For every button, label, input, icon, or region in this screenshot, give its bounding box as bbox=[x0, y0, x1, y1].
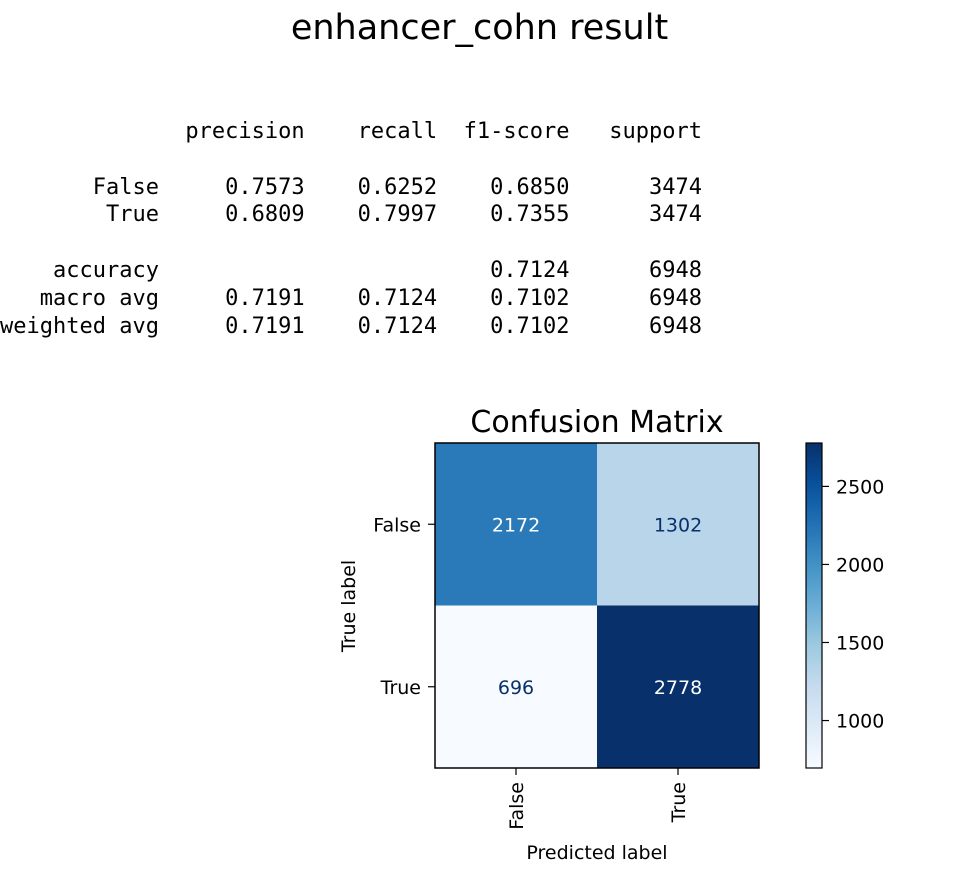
cell-value-label: 2172 bbox=[492, 514, 540, 536]
y-tick-label: True bbox=[380, 677, 421, 699]
report-row: macro avg 0.7191 0.7124 0.7102 6948 bbox=[39, 285, 702, 311]
matrix-cell bbox=[435, 605, 597, 768]
report-row: accuracy 0.7124 6948 bbox=[52, 257, 702, 283]
matrix-cell bbox=[597, 605, 759, 768]
report-row: True 0.6809 0.7997 0.7355 3474 bbox=[105, 202, 702, 228]
x-tick-label: True bbox=[668, 782, 690, 823]
y-tick-label: False bbox=[373, 514, 421, 536]
x-axis-label: Predicted label bbox=[526, 842, 667, 864]
colorbar bbox=[805, 442, 823, 769]
matrix-cell bbox=[597, 443, 759, 606]
matrix-cell bbox=[435, 443, 597, 606]
page-title: enhancer_cohn result bbox=[290, 8, 669, 48]
x-tick-label: False bbox=[506, 782, 528, 830]
classification-report: precision recall f1-score support False … bbox=[0, 118, 702, 340]
cell-value-label: 1302 bbox=[654, 514, 702, 536]
colorbar-tick-label: 1500 bbox=[836, 632, 884, 654]
cell-value-label: 696 bbox=[498, 677, 534, 699]
chart-title: Confusion Matrix bbox=[470, 405, 723, 440]
colorbar-tick-label: 1000 bbox=[836, 711, 884, 733]
report-row: False 0.7573 0.6252 0.6850 3474 bbox=[92, 174, 702, 200]
y-axis-label: True label bbox=[338, 560, 360, 653]
report-row: weighted avg 0.7191 0.7124 0.7102 6948 bbox=[0, 313, 702, 339]
colorbar-tick-label: 2500 bbox=[836, 476, 884, 498]
colorbar-tick-label: 2000 bbox=[836, 554, 884, 576]
cell-value-label: 2778 bbox=[654, 677, 702, 699]
report-header-row: precision recall f1-score support bbox=[185, 119, 702, 144]
plot-frame bbox=[434, 442, 760, 769]
